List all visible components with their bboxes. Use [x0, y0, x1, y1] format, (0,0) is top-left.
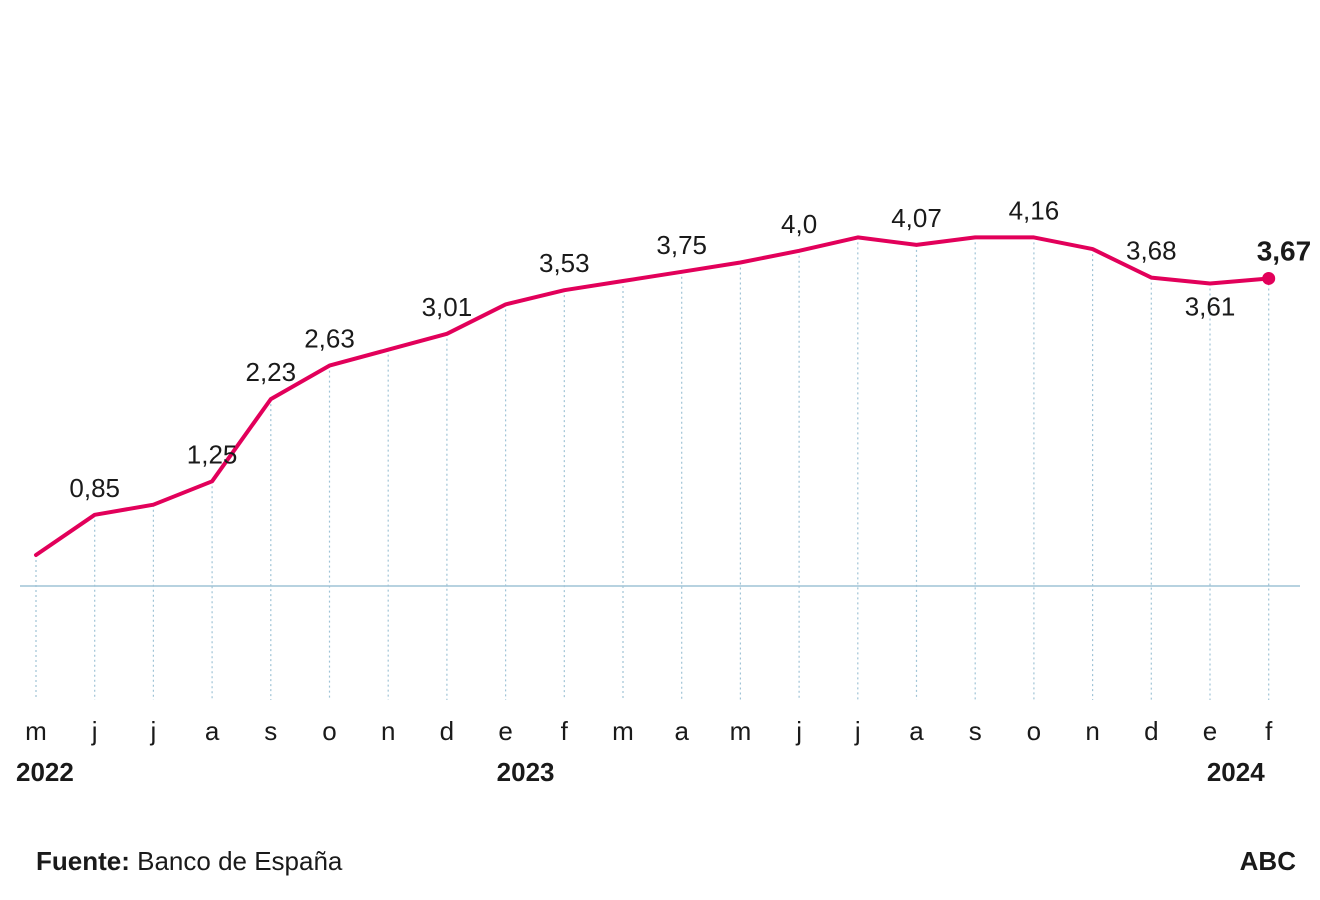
x-tick-label: j: [150, 716, 157, 746]
data-label: 3,75: [656, 230, 707, 260]
x-tick-label: d: [440, 716, 454, 746]
source-note: Fuente: Banco de España: [36, 846, 342, 877]
data-label: 3,01: [422, 292, 473, 322]
x-tick-label: a: [674, 716, 689, 746]
data-label: 3,61: [1185, 291, 1236, 321]
data-point-highlight: [1262, 271, 1276, 285]
year-label: 2022: [16, 757, 74, 787]
data-label: 3,67: [1257, 235, 1312, 266]
data-label: 4,16: [1009, 195, 1060, 225]
data-label: 2,23: [245, 357, 296, 387]
source-label: Fuente:: [36, 846, 130, 876]
x-tick-label: a: [909, 716, 924, 746]
x-tick-label: j: [854, 716, 861, 746]
data-label: 4,0: [781, 209, 817, 239]
data-label: 0,85: [69, 473, 120, 503]
x-tick-label: n: [1085, 716, 1099, 746]
year-label: 2024: [1207, 757, 1265, 787]
data-label: 3,53: [539, 248, 590, 278]
x-tick-label: f: [1265, 716, 1273, 746]
x-tick-label: d: [1144, 716, 1158, 746]
x-tick-label: e: [1203, 716, 1217, 746]
series-line: [34, 235, 1271, 557]
x-tick-label: m: [612, 716, 634, 746]
x-tick-label: j: [795, 716, 802, 746]
data-label: 3,68: [1126, 236, 1177, 266]
line-chart: 0,85 1,25 2,23 2,63 3,01 3,53 3,75 4,0 4,07 4,16 3…: [16, 195, 1312, 787]
x-tick-label: s: [264, 716, 277, 746]
data-label: 4,07: [891, 203, 942, 233]
x-tick-label: n: [381, 716, 395, 746]
x-tick-label: s: [969, 716, 982, 746]
x-tick-label: j: [91, 716, 98, 746]
brand-logo: ABC: [1239, 846, 1296, 876]
x-tick-label: m: [25, 716, 47, 746]
source-text: Banco de España: [137, 846, 343, 876]
data-label: 2,63: [304, 324, 355, 354]
year-label: 2023: [497, 757, 555, 787]
x-tick-label: a: [205, 716, 220, 746]
x-tick-label: e: [498, 716, 512, 746]
x-tick-label: f: [561, 716, 569, 746]
data-label: 1,25: [187, 439, 238, 469]
x-tick-label: o: [1027, 716, 1041, 746]
x-tick-label: o: [322, 716, 336, 746]
x-tick-label: m: [730, 716, 752, 746]
